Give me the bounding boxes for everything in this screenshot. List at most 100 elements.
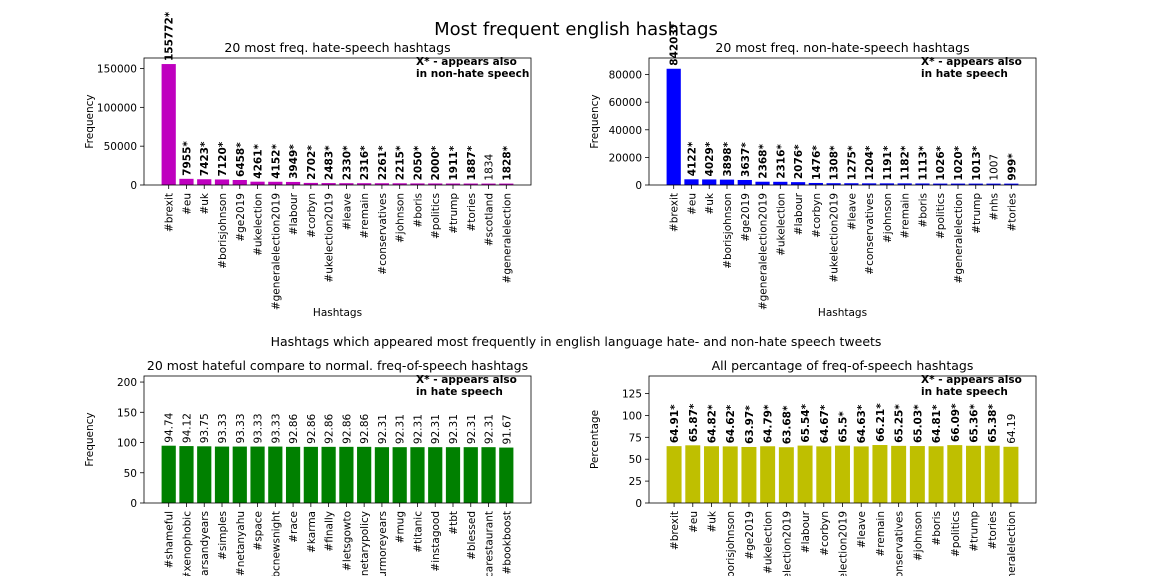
annotation: X* - appears also [416, 374, 517, 386]
bar [719, 179, 735, 185]
bar [410, 183, 425, 185]
y-tick-label: 150000 [97, 64, 137, 76]
bar [853, 446, 869, 503]
x-tick-label: #karma [306, 511, 318, 553]
x-tick-label: #ge2019 [740, 193, 752, 242]
value-label: 1476* [811, 145, 823, 180]
x-tick-label: #ge2019 [235, 193, 247, 242]
section-title: Hashtags which appeared most frequently … [271, 334, 882, 349]
bar [702, 179, 717, 185]
bar [285, 181, 301, 185]
chart-title: 20 most freq. hate-speech hashtags [224, 40, 450, 55]
y-tick-label: 25 [629, 476, 642, 488]
value-label: 1828* [501, 145, 513, 180]
bar [232, 446, 247, 503]
y-tick-label: 150 [117, 407, 137, 419]
bar [214, 179, 230, 185]
x-tick-label: #trump [448, 193, 460, 234]
chart-title: 20 most freq. non-hate-speech hashtags [715, 40, 969, 55]
y-tick-label: 125 [622, 389, 642, 401]
value-label: 3898* [722, 141, 734, 176]
x-tick-label: #race [288, 511, 300, 543]
x-tick-label: #borisjohnson [725, 511, 737, 576]
x-tick-label: #xenophobic [181, 511, 193, 576]
bar [445, 183, 461, 185]
x-tick-label: #generalelection2019 [758, 193, 770, 310]
y-tick-label: 0 [635, 498, 642, 510]
x-tick-label: #space [253, 511, 265, 551]
bar [374, 183, 390, 185]
value-label: 94.12 [181, 413, 193, 443]
x-tick-label: #boris [931, 511, 943, 546]
bar [909, 446, 925, 503]
bar [285, 446, 301, 503]
bar [374, 447, 390, 503]
figure-title: Most frequent english hashtags [434, 19, 718, 40]
value-label: 92.31 [412, 414, 424, 444]
annotation: X* - appears also [921, 374, 1022, 386]
y-tick-label: 50 [629, 454, 642, 466]
x-tick-label: #corbyn [819, 511, 831, 556]
value-label: 2215* [395, 145, 407, 180]
bar [321, 446, 336, 503]
bar [392, 183, 407, 185]
value-label: 4261* [253, 143, 265, 178]
bar [666, 68, 681, 185]
bar [214, 446, 230, 503]
value-label: 2483* [324, 145, 336, 180]
plot-frame [143, 375, 532, 504]
value-label: 7120* [217, 141, 229, 176]
value-label: 66.21* [875, 403, 887, 442]
value-label: 2330* [341, 145, 353, 180]
value-label: 1834 [484, 154, 496, 181]
value-label: 155772* [164, 11, 176, 61]
value-label: 92.31 [484, 414, 496, 444]
x-tick-label: #finally [324, 511, 336, 552]
bar [499, 183, 514, 185]
bar [797, 445, 813, 503]
value-label: 94.74 [164, 412, 176, 442]
x-tick-label: #blessed [466, 511, 478, 560]
value-label: 92.86 [306, 413, 318, 443]
x-tick-label: #titanic [412, 511, 424, 553]
x-tick-label: #johnson [395, 193, 407, 243]
bar [773, 181, 788, 185]
x-tick-label: #trump [968, 511, 980, 552]
value-label: 64.81* [931, 404, 943, 443]
bar [463, 447, 478, 503]
value-label: 93.33 [235, 413, 247, 443]
value-label: 1887* [466, 145, 478, 180]
value-label: 2316* [775, 144, 787, 179]
x-tick-label: #uk [199, 192, 211, 214]
value-label: 1020* [953, 145, 965, 180]
x-tick-label: #boris [917, 193, 929, 228]
chart-title: 20 most hateful compare to normal. freq-… [147, 358, 528, 373]
bar [741, 446, 757, 503]
value-label: 65.36* [968, 404, 980, 443]
x-tick-label: #tories [466, 193, 478, 232]
x-tick-label: #ukelection2019 [829, 193, 841, 283]
value-label: 64.62* [725, 404, 737, 443]
x-tick-label: #trump [971, 193, 983, 234]
value-label: 4152* [270, 144, 282, 179]
bar [463, 183, 478, 185]
plot-frame [648, 375, 1037, 504]
x-tick-label: #eu [686, 193, 698, 215]
x-tick-label: #tories [987, 511, 999, 550]
annotation: X* - appears also [921, 56, 1022, 68]
x-tick-label: #bookboost [501, 511, 513, 575]
bar [704, 446, 719, 503]
bar [268, 446, 283, 503]
bar [321, 183, 336, 185]
x-tick-label: #conservatives [864, 193, 876, 275]
x-tick-label: #brexit [669, 193, 681, 232]
value-label: 1113* [917, 145, 929, 180]
value-label: 65.25* [894, 404, 906, 443]
value-label: 92.31 [430, 414, 442, 444]
x-tick-label: #generalelection [501, 193, 513, 283]
bar [760, 446, 776, 503]
bar [232, 179, 247, 185]
value-label: 1275* [846, 145, 858, 180]
annotation: X* - appears also [416, 56, 517, 68]
